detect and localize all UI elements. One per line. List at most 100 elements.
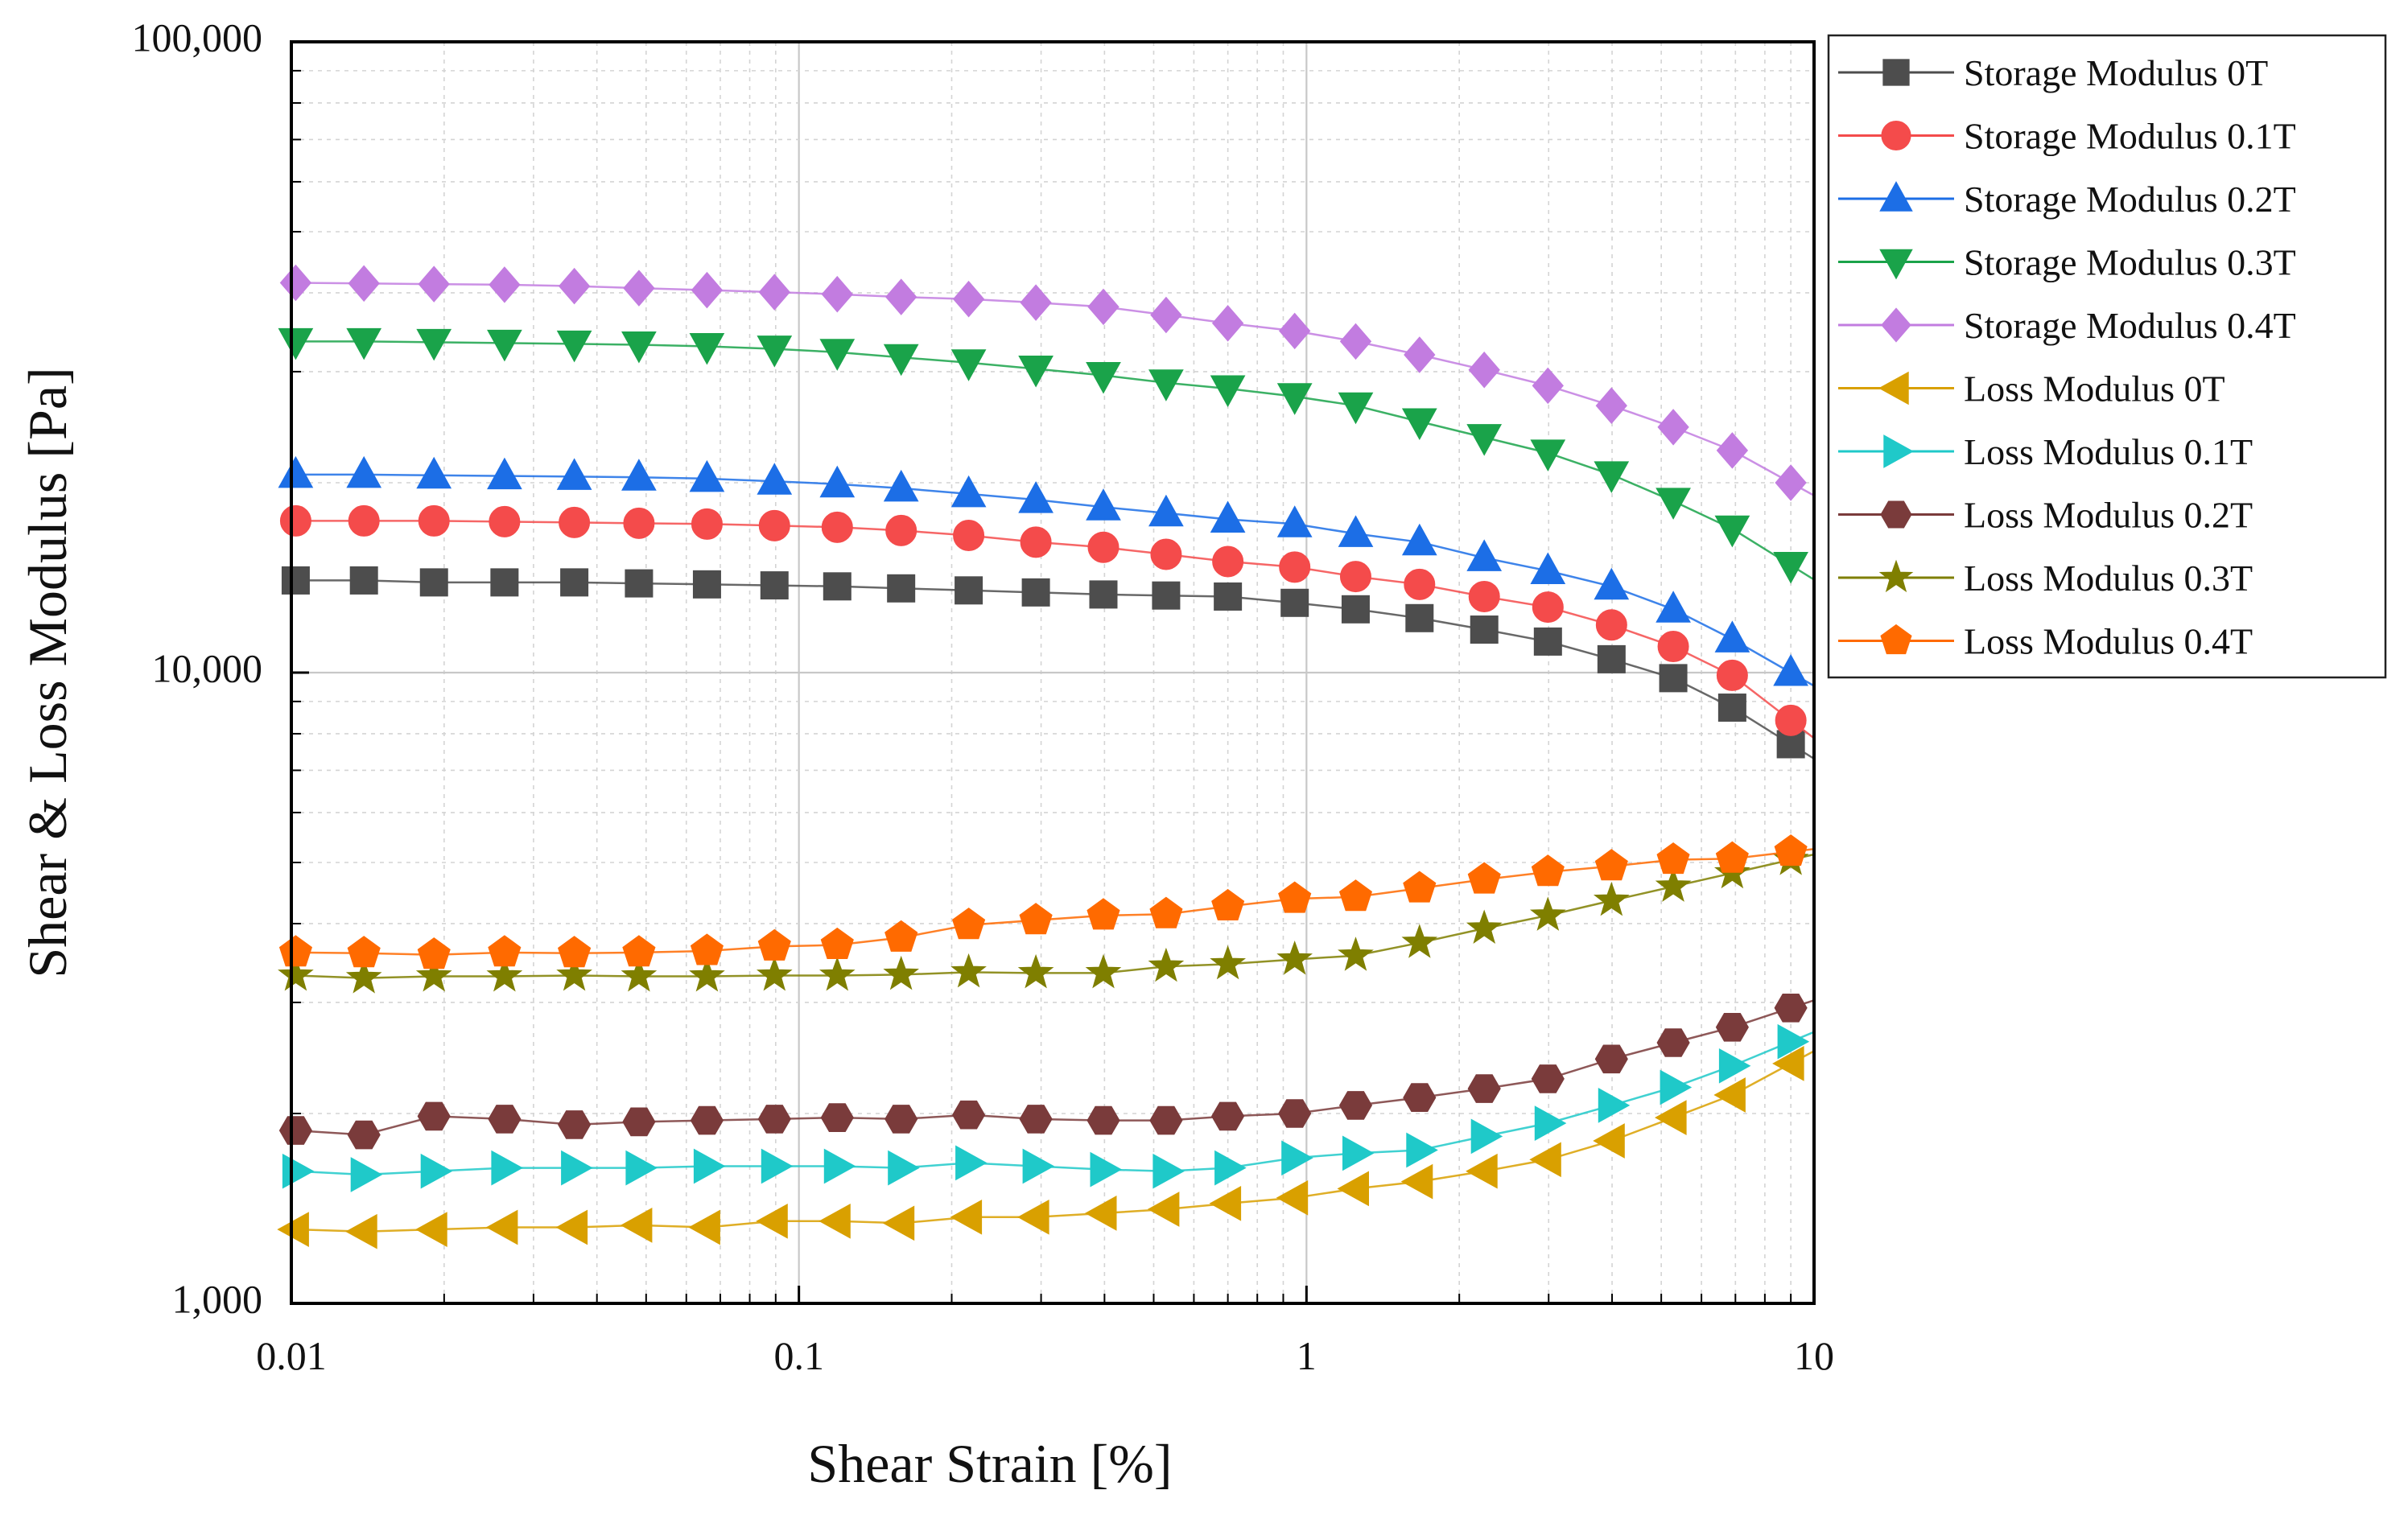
data-point bbox=[1280, 588, 1309, 617]
data-point bbox=[950, 953, 987, 988]
data-point bbox=[1085, 953, 1122, 989]
data-point bbox=[1276, 505, 1313, 537]
data-point bbox=[487, 329, 522, 362]
data-point bbox=[1086, 488, 1121, 521]
data-point bbox=[1338, 937, 1374, 971]
series-9 bbox=[278, 834, 1815, 969]
data-point bbox=[1342, 1135, 1375, 1171]
data-point bbox=[1341, 595, 1370, 624]
data-point bbox=[1470, 1118, 1503, 1155]
data-point bbox=[1209, 1185, 1242, 1221]
legend-label: Loss Modulus 0.2T bbox=[1964, 495, 2253, 536]
data-point bbox=[1401, 924, 1438, 958]
data-point bbox=[1532, 591, 1564, 624]
data-point bbox=[1401, 523, 1437, 556]
data-point bbox=[888, 1150, 920, 1186]
data-point bbox=[693, 1148, 726, 1184]
data-point bbox=[1534, 1105, 1567, 1141]
data-point bbox=[1150, 296, 1182, 334]
data-point bbox=[1594, 1044, 1628, 1074]
data-point bbox=[1594, 461, 1630, 493]
plot-frame bbox=[290, 40, 1816, 1305]
data-point bbox=[281, 566, 310, 595]
data-point bbox=[883, 955, 920, 990]
data-point bbox=[277, 1212, 309, 1247]
data-point bbox=[1211, 1101, 1245, 1131]
data-point bbox=[756, 1203, 788, 1239]
data-point bbox=[1593, 1123, 1625, 1159]
data-point bbox=[347, 1120, 381, 1150]
data-point bbox=[757, 463, 793, 495]
data-point bbox=[559, 506, 591, 538]
data-point bbox=[625, 569, 654, 598]
data-point bbox=[1278, 1099, 1312, 1128]
data-point bbox=[485, 1209, 518, 1245]
legend-entry: Loss Modulus 0.2T bbox=[1838, 495, 2253, 536]
data-point bbox=[1148, 947, 1185, 982]
data-point bbox=[690, 1105, 724, 1135]
data-point bbox=[556, 458, 592, 490]
data-point bbox=[1019, 903, 1053, 935]
data-point bbox=[278, 455, 314, 488]
data-point bbox=[1281, 1140, 1313, 1176]
data-point bbox=[1087, 531, 1119, 563]
data-point bbox=[820, 927, 854, 959]
data-point bbox=[1338, 515, 1374, 547]
data-point bbox=[1086, 1105, 1120, 1135]
data-point bbox=[346, 327, 382, 360]
data-point bbox=[1656, 842, 1690, 875]
data-point bbox=[1657, 631, 1689, 663]
data-point bbox=[1656, 488, 1691, 520]
data-point bbox=[1716, 432, 1749, 469]
data-point bbox=[884, 1105, 918, 1134]
data-point bbox=[1212, 545, 1244, 578]
legend-label: Storage Modulus 0.4T bbox=[1964, 305, 2296, 346]
data-point bbox=[1595, 387, 1627, 424]
data-point bbox=[1655, 1100, 1687, 1135]
legend-entry: Storage Modulus 0T bbox=[1838, 52, 2268, 93]
data-point bbox=[1717, 694, 1746, 722]
data-point bbox=[1718, 1048, 1751, 1084]
data-point bbox=[758, 509, 790, 541]
data-point bbox=[1018, 356, 1054, 388]
series-1 bbox=[279, 504, 1815, 739]
data-point bbox=[955, 1145, 988, 1181]
data-point bbox=[688, 1209, 720, 1245]
data-point bbox=[1656, 591, 1691, 623]
data-point bbox=[952, 280, 985, 318]
data-point bbox=[1214, 1150, 1247, 1186]
data-point bbox=[1594, 567, 1630, 600]
data-point bbox=[622, 1107, 656, 1137]
data-point bbox=[1338, 1091, 1373, 1120]
data-point bbox=[625, 1150, 658, 1186]
data-point bbox=[821, 511, 853, 543]
data-point bbox=[952, 1100, 986, 1130]
data-point bbox=[1404, 568, 1436, 600]
data-point bbox=[883, 469, 919, 502]
data-point bbox=[689, 459, 725, 492]
data-point bbox=[1466, 539, 1503, 571]
y-tick-label-0: 1,000 bbox=[172, 1276, 263, 1321]
data-point bbox=[1152, 581, 1181, 610]
data-point bbox=[1089, 580, 1118, 609]
data-point bbox=[1594, 849, 1628, 881]
data-point bbox=[884, 920, 918, 952]
data-point bbox=[1403, 871, 1437, 903]
data-point bbox=[622, 935, 656, 967]
data-point bbox=[1148, 369, 1184, 401]
data-point bbox=[1211, 305, 1244, 342]
data-point bbox=[416, 456, 452, 489]
data-point bbox=[1777, 1023, 1810, 1060]
data-point bbox=[279, 504, 311, 537]
data-point bbox=[1276, 383, 1313, 415]
data-point bbox=[489, 266, 521, 303]
series-5 bbox=[277, 1046, 1815, 1249]
data-point bbox=[556, 957, 592, 991]
data-point bbox=[1655, 867, 1692, 902]
data-point bbox=[417, 1101, 451, 1131]
data-point bbox=[1210, 500, 1246, 533]
data-point bbox=[955, 576, 983, 605]
data-point bbox=[1774, 834, 1808, 867]
x-axis-title: Shear Strain [%] bbox=[807, 1433, 1172, 1494]
legend-entry: Loss Modulus 0.3T bbox=[1838, 558, 2253, 599]
